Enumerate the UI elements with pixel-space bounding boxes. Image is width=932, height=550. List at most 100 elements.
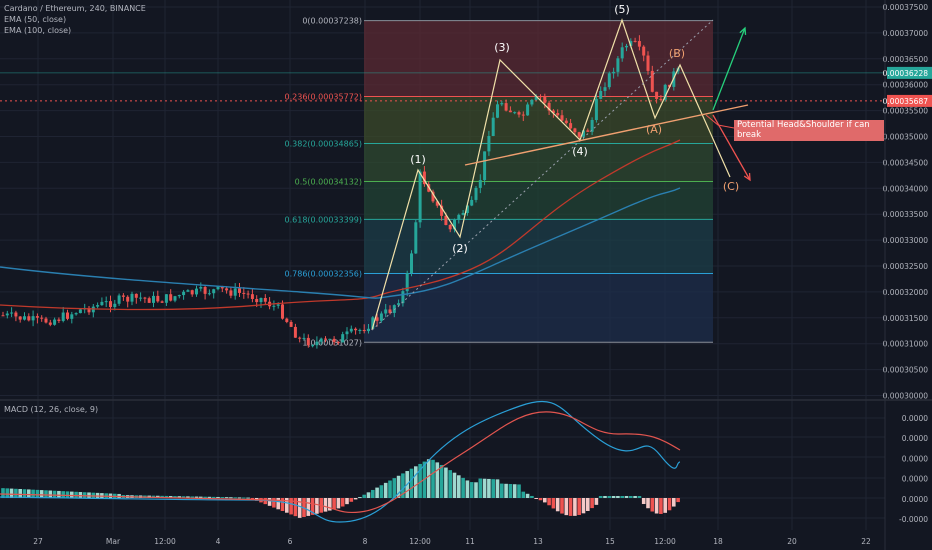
candle-body (491, 117, 495, 136)
candle-body (18, 316, 22, 320)
elliott-label: (A) (646, 123, 662, 136)
macd-histogram-bar (61, 491, 65, 498)
macd-histogram-bar (310, 498, 315, 515)
macd-histogram-bar (233, 497, 237, 499)
macd-tick-label: 0.0000 (902, 454, 928, 463)
macd-histogram-bar (31, 489, 35, 498)
macd-histogram-bar (375, 487, 379, 498)
neckline-trendline (464, 104, 749, 166)
legend-ema50: EMA (50, close) (4, 15, 67, 24)
x-tick-label: 12:00 (154, 537, 176, 546)
elliott-label: (3) (494, 41, 510, 54)
candle-body (319, 338, 323, 342)
macd-histogram-bar (676, 498, 680, 503)
fib-level-label: 0.786(0.00032356) (285, 269, 363, 278)
macd-histogram-bar (48, 490, 53, 498)
y-tick-label: 0.00031000 (883, 340, 929, 349)
macd-histogram-bar (14, 488, 18, 498)
candle-body (379, 313, 383, 321)
macd-histogram-bar (190, 496, 194, 498)
bullish-arrow (712, 27, 746, 111)
macd-histogram-bar (500, 483, 504, 498)
macd-histogram-bar (573, 498, 577, 516)
macd-histogram-bar (564, 498, 569, 516)
macd-histogram-bar (207, 496, 212, 498)
price-tag-bg (887, 66, 932, 79)
diagonal-dashed (371, 19, 714, 331)
macd-histogram-bar (340, 498, 345, 507)
candle-body (655, 91, 659, 99)
y-tick-label: 0.00033500 (883, 210, 929, 219)
y-tick-label: 0.00037000 (883, 29, 929, 38)
candle-body (444, 215, 448, 225)
candle-body (130, 293, 134, 302)
candle-body (358, 329, 362, 331)
macd-histogram-bar (52, 490, 57, 498)
macd-histogram-bar (392, 478, 397, 498)
candle-body (354, 328, 358, 331)
candle-body (642, 46, 646, 56)
price-tag-label: 0.00035687 (883, 97, 929, 106)
macd-histogram-bar (452, 472, 457, 498)
candle-body (470, 199, 474, 206)
y-tick-label: 0.00032000 (883, 288, 929, 297)
macd-histogram-bar (95, 492, 100, 498)
candle-body (311, 345, 315, 347)
price-tag-label: 0.00036228 (883, 69, 929, 78)
candle-body (388, 309, 392, 313)
candle-body (182, 291, 186, 296)
elliott-label: (C) (723, 180, 739, 193)
candle-body (534, 96, 538, 100)
y-tick-label: 0.00036000 (883, 81, 929, 90)
macd-histogram-bar (478, 478, 483, 498)
fib-level-label: 0.5(0.00034132) (295, 177, 362, 186)
macd-histogram-bar (620, 496, 624, 498)
candle-body (612, 71, 616, 74)
macd-histogram-bar (633, 496, 637, 498)
candle-body (457, 214, 461, 220)
candle-body (238, 288, 241, 293)
fib-level-label: 1(0.00031027) (302, 338, 362, 347)
candle-body (560, 115, 564, 121)
candle-body (526, 104, 530, 116)
candle-body (513, 112, 517, 114)
macd-histogram-bar (293, 498, 298, 517)
fib-zone (364, 181, 713, 220)
candle-body (212, 289, 216, 294)
head-shoulder-annotation[interactable]: Potential Head&Shoulder if can break (734, 120, 884, 141)
macd-histogram-bar (57, 490, 61, 498)
macd-histogram-bar (504, 483, 508, 498)
macd-histogram-bar (186, 496, 190, 498)
candle-body (637, 41, 641, 47)
macd-histogram-bar (199, 496, 203, 498)
macd-histogram-bar (590, 498, 594, 509)
fib-zone (364, 219, 713, 274)
macd-histogram-bar (211, 496, 216, 498)
macd-histogram-bar (401, 473, 405, 498)
candle-body (57, 319, 61, 321)
macd-histogram-bar (18, 489, 22, 498)
candle-body (590, 119, 594, 132)
candle-body (48, 322, 52, 325)
candle-body (521, 114, 525, 116)
macd-histogram-bar (306, 498, 311, 516)
candle-body (10, 312, 14, 314)
candle-body (328, 338, 332, 340)
candle-body (70, 314, 74, 319)
candle-body (547, 102, 551, 111)
macd-histogram-bar (78, 492, 83, 498)
candle-body (272, 305, 276, 307)
candle-body (121, 295, 125, 297)
candle-body (551, 110, 555, 114)
ema50-line (0, 139, 681, 311)
candle-body (405, 273, 409, 292)
macd-histogram-bar (160, 495, 164, 498)
candle-body (487, 135, 491, 152)
fib-level-label: 0.236(0.00035772) (285, 93, 363, 102)
candle-body (5, 313, 9, 316)
x-tick-label: 15 (605, 537, 615, 546)
macd-histogram-bar (555, 498, 560, 512)
macd-histogram-bar (650, 498, 655, 512)
x-tick-label: 12:00 (409, 537, 431, 546)
